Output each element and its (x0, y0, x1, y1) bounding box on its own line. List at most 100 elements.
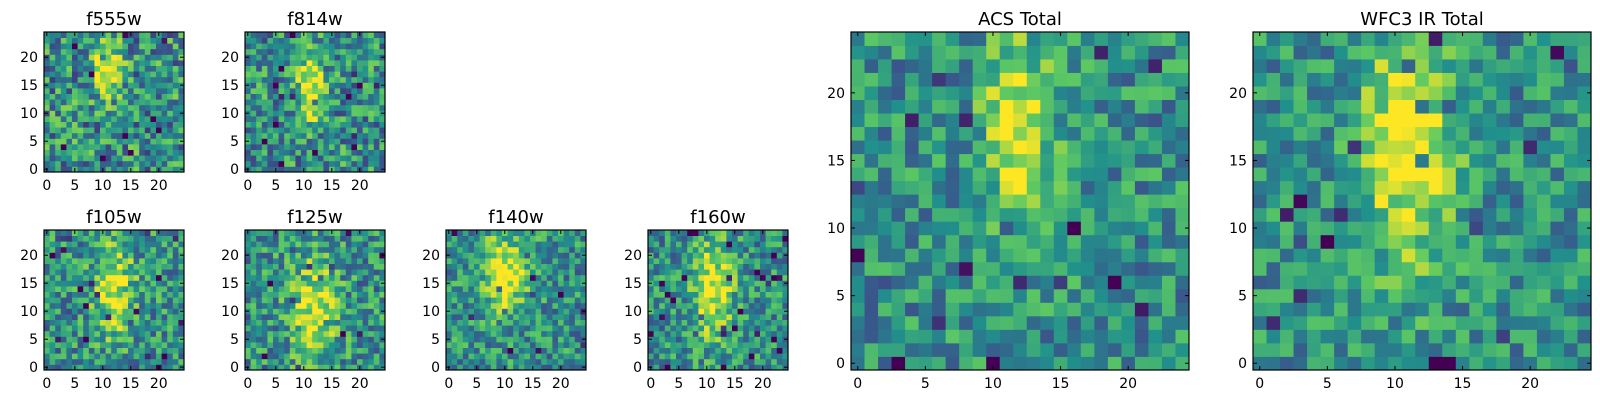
heatmap-cell (563, 330, 570, 337)
heatmap-cell (273, 48, 279, 55)
heatmap-cell (945, 86, 960, 100)
heatmap-cell (133, 252, 140, 259)
heatmap-cell (687, 330, 694, 337)
heatmap-cell (479, 258, 486, 264)
heatmap-cell (172, 110, 179, 117)
heatmap-cell (659, 269, 666, 276)
heatmap-cell (88, 358, 95, 365)
heatmap-cell (100, 71, 106, 78)
heatmap-cell (709, 286, 716, 292)
heatmap-cell (111, 54, 118, 61)
heatmap-cell (496, 342, 503, 348)
heatmap-cell (569, 297, 576, 304)
heatmap-cell (306, 263, 313, 270)
heatmap-cell (720, 319, 727, 326)
heatmap-cell (999, 302, 1014, 317)
heatmap-cell (535, 230, 542, 236)
heatmap-cell (133, 32, 140, 38)
heatmap-cell (72, 155, 78, 162)
heatmap-cell (172, 230, 179, 236)
y-tick-label: 0 (230, 360, 239, 376)
heatmap-cell (306, 93, 313, 100)
heatmap-cell (100, 37, 106, 44)
heatmap-cell (918, 275, 933, 290)
heatmap-cell (295, 127, 302, 134)
heatmap-cell (490, 291, 497, 298)
heatmap-cell (704, 263, 710, 270)
heatmap-cell (133, 280, 140, 287)
heatmap-cell (1253, 167, 1267, 182)
heatmap-cell (60, 37, 67, 44)
heatmap-cell (462, 241, 469, 248)
heatmap-cell (502, 269, 508, 276)
heatmap-cell (150, 246, 157, 253)
heatmap-cell (569, 302, 576, 309)
heatmap-cell (676, 252, 682, 259)
heatmap-cell (580, 263, 587, 270)
x-tick-label: 5 (472, 376, 481, 392)
heatmap-cell (507, 364, 514, 371)
heatmap-cell (704, 347, 710, 354)
heatmap-cell (379, 325, 386, 332)
heatmap-cell (1428, 248, 1443, 263)
heatmap-cell (891, 167, 906, 182)
heatmap-cell (709, 263, 716, 270)
heatmap-cell (524, 230, 531, 236)
heatmap-cell (55, 166, 62, 173)
heatmap-cell (490, 297, 497, 304)
heatmap-cell (368, 65, 375, 72)
heatmap-cell (83, 71, 90, 78)
heatmap-cell (1080, 59, 1095, 73)
heatmap-cell (1280, 207, 1294, 222)
heatmap-cell (49, 235, 56, 242)
heatmap-cell (88, 347, 95, 354)
heatmap-cell (502, 325, 508, 332)
heatmap-cell (692, 314, 699, 320)
heatmap-cell (284, 65, 291, 72)
heatmap-cell (485, 241, 492, 248)
heatmap-cell (490, 286, 497, 292)
heatmap-cell (301, 116, 307, 122)
heatmap-cell (256, 76, 263, 83)
heatmap-cell (329, 314, 335, 320)
heatmap-cell (66, 121, 73, 128)
heatmap-cell (726, 314, 733, 320)
heatmap-cell (748, 358, 755, 365)
heatmap-cell (1293, 248, 1308, 263)
heatmap-cell (267, 60, 274, 66)
heatmap-cell (709, 319, 716, 326)
heatmap-cell (715, 342, 722, 348)
heatmap-cell (1080, 86, 1095, 100)
heatmap-cell (144, 104, 151, 111)
heatmap-cell (709, 230, 716, 236)
heatmap-cell (1280, 153, 1294, 168)
heatmap-cell (340, 32, 347, 38)
heatmap-cell (178, 235, 185, 242)
heatmap-cell (49, 280, 56, 287)
heatmap-cell (1496, 261, 1511, 276)
heatmap-cell (250, 155, 257, 162)
heatmap-cell (959, 99, 974, 114)
y-tick-label: 5 (230, 134, 239, 150)
heatmap-cell (490, 314, 497, 320)
heatmap-cell (312, 342, 319, 348)
heatmap-cell (676, 319, 682, 326)
heatmap-cell (1442, 248, 1457, 263)
heatmap-cell (748, 241, 755, 248)
heatmap-cell (986, 99, 1001, 114)
heatmap-cell (457, 364, 464, 371)
heatmap-cell (340, 132, 347, 139)
heatmap-cell (334, 347, 341, 354)
heatmap-cell (77, 308, 84, 315)
heatmap-cell (122, 88, 129, 94)
heatmap-cell (77, 132, 84, 139)
heatmap-cell (681, 286, 688, 292)
heatmap-cell (704, 314, 710, 320)
heatmap-cell (133, 358, 140, 365)
heatmap-cell (116, 48, 123, 55)
heatmap-cell (150, 364, 157, 371)
heatmap-cell (94, 82, 101, 89)
heatmap-cell (295, 149, 302, 156)
heatmap-cell (563, 308, 570, 315)
heatmap-cell (1148, 275, 1163, 290)
